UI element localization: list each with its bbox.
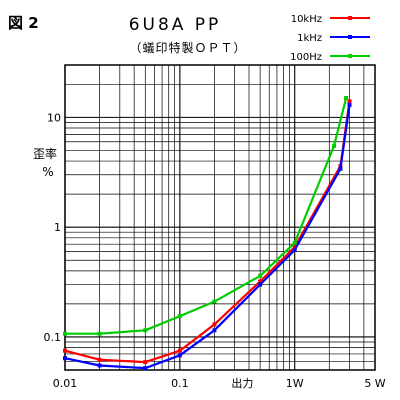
x-axis-label: 出力 <box>231 376 253 390</box>
legend-marker <box>348 35 352 39</box>
legend-label: 10kHz <box>291 14 322 25</box>
data-point <box>258 273 263 278</box>
legend-marker <box>348 54 352 58</box>
data-point <box>258 279 263 284</box>
figure-label: 図 2 <box>8 14 39 32</box>
data-point <box>143 366 148 371</box>
data-point <box>97 331 102 336</box>
y-tick-label: 1 <box>54 221 61 234</box>
x-tick-label: 5 W <box>364 377 385 390</box>
data-point <box>97 357 102 362</box>
chart-subtitle: （蟻印特製ＯＰＴ） <box>129 40 246 55</box>
data-point <box>63 356 67 361</box>
data-point <box>177 314 182 319</box>
data-point <box>347 99 352 104</box>
legend: 10kHz 1kHz 100Hz <box>290 14 370 63</box>
data-point <box>258 282 263 287</box>
y-tick-label: 10 <box>47 111 61 124</box>
data-point <box>143 328 148 333</box>
x-tick-labels: 0.01 0.1 1W 5 W <box>53 377 386 390</box>
data-point <box>292 247 297 252</box>
legend-label: 100Hz <box>290 52 322 63</box>
data-point <box>212 299 217 304</box>
legend-marker <box>348 16 352 20</box>
series-line-10kHz <box>64 101 351 364</box>
data-point <box>177 353 182 358</box>
plot-frame <box>64 64 376 371</box>
data-point <box>97 363 102 368</box>
x-tick-label: 0.01 <box>53 377 78 390</box>
x-tick-label: 1W <box>286 377 304 390</box>
y-tick-labels: 0.1 1 10 <box>44 111 62 344</box>
data-point <box>292 240 297 245</box>
series-line-100Hz <box>65 97 348 335</box>
x-tick-label: 0.1 <box>171 377 189 390</box>
y-tick-label: 0.1 <box>44 331 62 344</box>
data-point <box>292 244 297 249</box>
data-point <box>177 348 182 353</box>
chart-title: 6U8A PP <box>129 15 222 35</box>
legend-label: 1kHz <box>297 33 322 44</box>
data-point <box>212 328 217 333</box>
data-point <box>212 322 217 327</box>
data-point <box>338 166 343 171</box>
data-point <box>63 331 67 336</box>
data-point <box>344 96 349 101</box>
data-point <box>63 348 67 353</box>
y-axis-label: 歪率 <box>33 146 57 161</box>
data-point <box>347 102 352 107</box>
y-axis-unit: % <box>42 165 53 179</box>
data-point <box>143 360 148 365</box>
data-point <box>332 143 337 148</box>
series-lines <box>63 96 352 371</box>
